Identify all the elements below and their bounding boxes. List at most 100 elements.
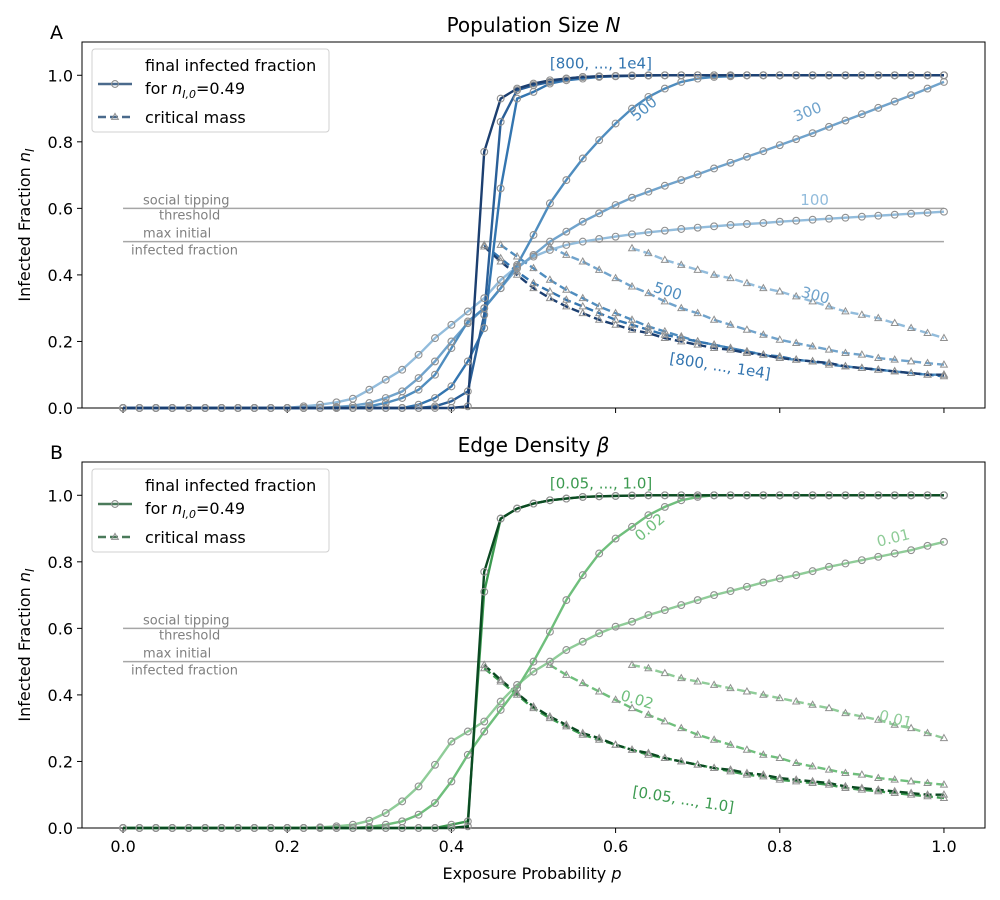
final-fraction-point: [611, 119, 620, 128]
final-fraction-point: [513, 94, 522, 103]
panel-label: B: [50, 442, 63, 464]
critical-mass-point: [594, 735, 604, 743]
plot-frame: [81, 461, 986, 829]
critical-mass-point: [775, 773, 785, 781]
critical-mass-point: [824, 345, 834, 353]
x-tick-label: 0.2: [275, 837, 300, 856]
y-axis-label: Infected Fraction nI: [15, 148, 37, 302]
final-fraction-point: [414, 385, 423, 394]
critical-mass-point: [578, 678, 588, 687]
critical-mass-point: [841, 361, 850, 370]
final-fraction-point: [940, 71, 948, 80]
final-fraction-point: [578, 154, 587, 163]
critical-mass-point: [906, 356, 916, 365]
final-fraction-point: [841, 491, 850, 500]
final-fraction-point: [808, 491, 817, 500]
series-annotation: [0.05, ..., 1.0]: [550, 475, 652, 493]
final-fraction-point: [381, 394, 390, 402]
final-fraction-point: [234, 824, 242, 832]
final-fraction-point: [595, 629, 604, 638]
final-fraction-point: [644, 491, 653, 500]
critical-mass-point: [923, 790, 932, 798]
critical-mass-point: [660, 333, 670, 342]
final-fraction-point: [775, 217, 784, 226]
y-tick-label: 0.8: [48, 553, 73, 572]
final-fraction-point: [151, 404, 160, 412]
critical-mass-point: [890, 366, 899, 375]
final-fraction-point: [792, 571, 801, 580]
critical-mass-point: [709, 340, 719, 348]
critical-mass-point: [562, 720, 571, 728]
final-fraction-point: [578, 237, 587, 246]
final-fraction-point: [742, 220, 751, 228]
critical-mass-point: [759, 750, 768, 758]
critical-mass-point: [857, 363, 867, 371]
critical-mass-point: [923, 328, 932, 337]
critical-mass-point: [857, 350, 867, 358]
final-fraction-point: [496, 94, 505, 103]
critical-mass-point: [742, 770, 752, 778]
final-fraction-point: [496, 275, 505, 284]
final-fraction-point: [644, 187, 653, 196]
final-fraction-point: [562, 241, 571, 249]
final-fraction-point: [742, 491, 751, 500]
final-fraction-point: [677, 225, 686, 233]
final-fraction-point: [513, 264, 522, 273]
final-fraction-point: [135, 404, 144, 412]
critical-mass-point: [808, 778, 817, 786]
critical-mass-point: [660, 668, 670, 677]
critical-mass-point: [775, 351, 785, 360]
critical-mass-point: [874, 365, 883, 373]
critical-mass-point: [709, 270, 719, 278]
final-fraction-point: [414, 374, 423, 383]
critical-mass-point: [594, 733, 604, 742]
final-fraction-point: [693, 596, 702, 605]
final-fraction-point: [463, 387, 472, 396]
final-fraction-point: [348, 401, 357, 410]
final-fraction-point: [381, 399, 390, 407]
critical-mass-point: [644, 248, 653, 257]
critical-mass-point: [726, 273, 735, 282]
critical-mass-point: [545, 275, 555, 283]
final-fraction-point: [529, 231, 538, 239]
critical-mass-point: [742, 768, 752, 776]
final-fraction-point: [414, 404, 423, 412]
y-tick-label: 0.0: [48, 399, 73, 418]
final-fraction-line-1.0: [123, 494, 944, 830]
legend-label-critical: critical mass: [145, 108, 246, 127]
final-fraction-point: [463, 727, 472, 736]
x-tick-label: 1.0: [931, 837, 956, 856]
final-fraction-point: [660, 502, 669, 511]
final-fraction-point: [447, 382, 456, 391]
critical-mass-point: [644, 710, 653, 718]
final-fraction-point: [480, 310, 489, 319]
final-fraction-point: [513, 504, 522, 513]
critical-mass-point: [775, 753, 785, 762]
final-fraction-point: [463, 402, 472, 411]
critical-mass-point: [545, 293, 555, 302]
final-fraction-point: [940, 491, 948, 500]
critical-mass-point: [841, 306, 850, 315]
final-fraction-point: [431, 404, 439, 412]
final-fraction-point: [595, 136, 604, 145]
final-fraction-point: [463, 750, 472, 759]
critical-mass-point: [660, 330, 670, 338]
critical-mass-point: [726, 766, 735, 775]
final-fraction-point: [890, 210, 899, 219]
critical-mass-point: [890, 786, 899, 795]
final-fraction-point: [562, 494, 571, 503]
critical-mass-point: [496, 256, 505, 265]
final-fraction-point: [217, 824, 226, 832]
y-axis-label: Infected Fraction nI: [15, 568, 37, 722]
final-fraction-point: [299, 404, 308, 412]
final-fraction-point: [431, 334, 439, 343]
final-fraction-point: [611, 232, 620, 241]
critical-mass-point: [693, 676, 702, 685]
final-fraction-point: [578, 637, 587, 646]
final-fraction-point: [168, 404, 177, 412]
final-fraction-point: [496, 284, 505, 293]
x-tick-label: 0.0: [110, 837, 135, 856]
critical-mass-point: [562, 301, 571, 310]
final-fraction-point: [463, 317, 472, 326]
critical-mass-point: [693, 265, 702, 273]
